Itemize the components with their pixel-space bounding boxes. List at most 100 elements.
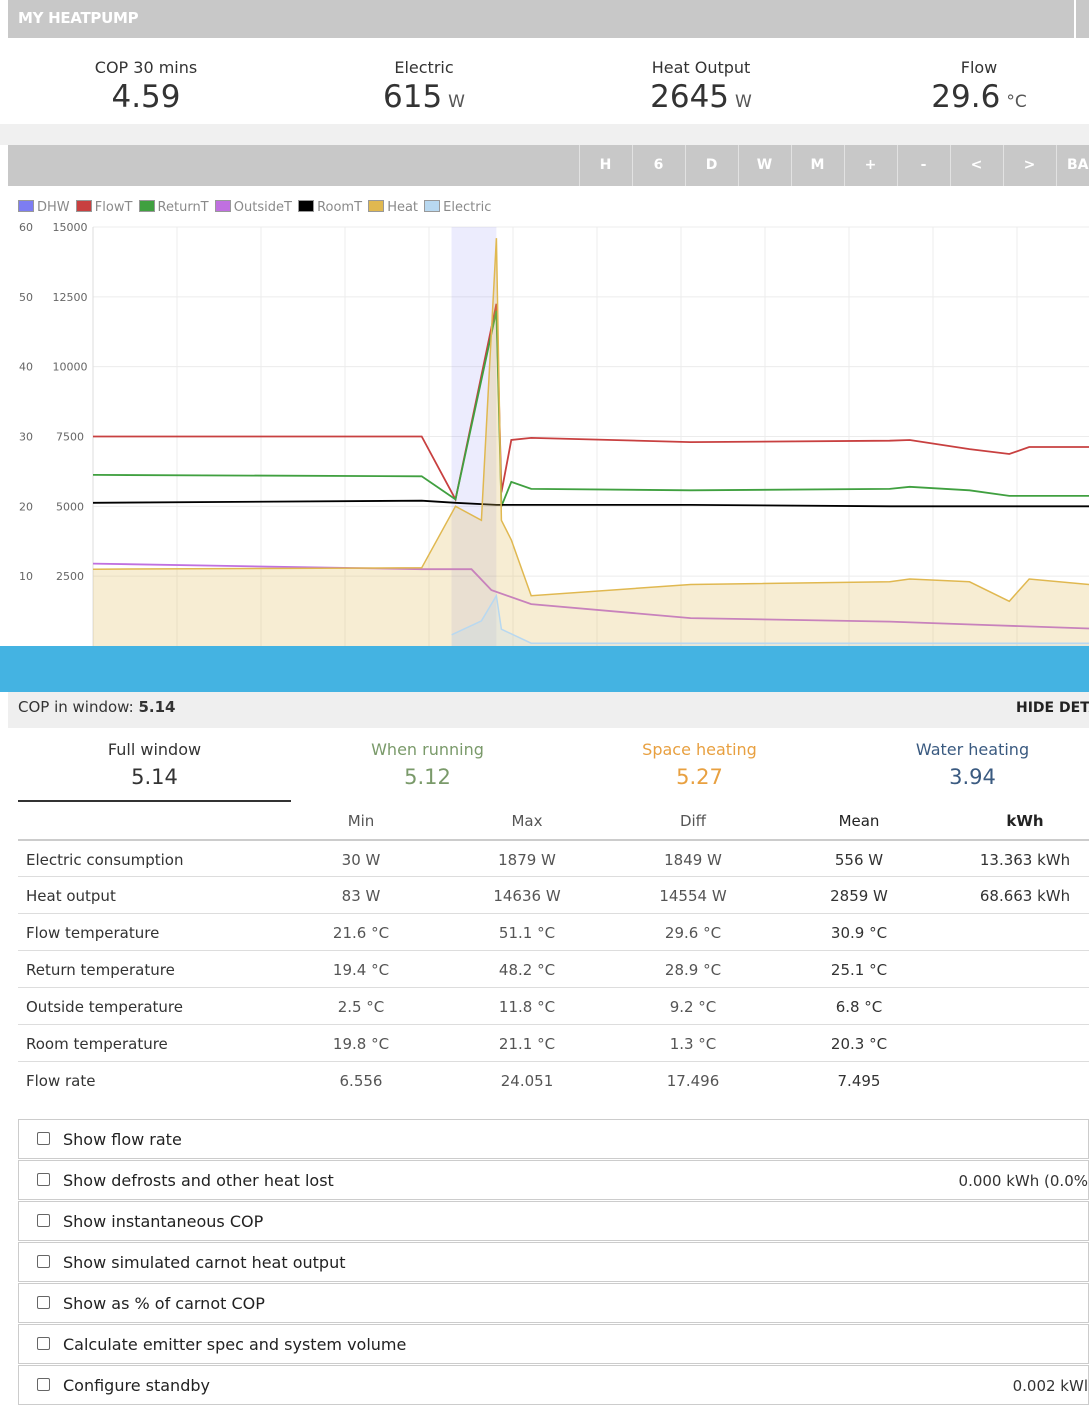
option-value: 0.002 kWl: [1012, 1377, 1088, 1395]
tab-water-heating[interactable]: Water heating 3.94: [836, 728, 1089, 789]
table-cell: 83 W: [341, 887, 381, 905]
option-label[interactable]: Show instantaneous COP: [63, 1212, 264, 1231]
table-cell: 6.556: [339, 1072, 383, 1090]
y-right-tick-label: 7500: [56, 431, 84, 444]
option-checkbox[interactable]: [37, 1214, 50, 1227]
legend-dhw[interactable]: DHW: [18, 200, 70, 215]
option-checkbox[interactable]: [37, 1337, 50, 1350]
table-cell: 19.4 °C: [332, 961, 390, 979]
y-left-tick-label: 40: [19, 361, 33, 374]
series-line-flowt: [93, 303, 1089, 503]
tab-label: When running: [371, 740, 484, 759]
y-left-tick-label: 10: [19, 570, 33, 583]
zoom-out-button[interactable]: -: [897, 145, 949, 186]
col-header-kwh: kWh: [1006, 812, 1044, 830]
option-row: Show flow rate: [18, 1119, 1089, 1159]
y-right-tick-label: 10000: [53, 361, 88, 374]
table-cell: 19.8 °C: [332, 1035, 390, 1053]
legend-flowt[interactable]: FlowT: [75, 200, 132, 215]
tab-full-window[interactable]: Full window 5.14: [18, 728, 291, 789]
stat-value: 615: [383, 79, 443, 115]
chart-plot[interactable]: 60 15000 50 12500 40 10000 30 7500 20 5000 10 2500: [8, 186, 1089, 646]
legend-outsidet[interactable]: OutsideT: [214, 200, 292, 215]
option-label[interactable]: Configure standby: [63, 1376, 210, 1395]
legend-swatch: [424, 200, 441, 212]
table-cell: 9.2 °C: [669, 998, 717, 1016]
cop-window-label: COP in window: 5.14: [18, 698, 176, 716]
live-stats: COP 30 mins 4.59 Electric 615 W Heat Outp…: [8, 38, 1089, 124]
zoom-in-button[interactable]: +: [844, 145, 896, 186]
option-checkbox[interactable]: [37, 1255, 50, 1268]
stat-label: Electric: [394, 58, 454, 77]
option-checkbox[interactable]: [37, 1132, 50, 1145]
resize-bar[interactable]: [0, 646, 1089, 692]
table-cell: 28.9 °C: [664, 961, 722, 979]
cop-tabs: Full window 5.14 When running 5.12 Space…: [18, 728, 1089, 802]
tab-value: 3.94: [949, 765, 996, 789]
legend-returnt[interactable]: ReturnT: [138, 200, 209, 215]
table-cell: 7.495: [837, 1072, 881, 1090]
option-label[interactable]: Show defrosts and other heat lost: [63, 1171, 334, 1190]
table-row: Return temperature 19.4 °C 48.2 °C 28.9 °C 2…: [18, 950, 1089, 988]
row-name: Heat output: [26, 887, 116, 905]
back-button[interactable]: BAC: [1056, 145, 1089, 186]
stat-label: Heat Output: [651, 58, 751, 77]
legend-heat[interactable]: Heat: [368, 200, 418, 215]
tab-space-heating[interactable]: Space heating 5.27: [563, 728, 836, 789]
month-button[interactable]: M: [791, 145, 843, 186]
table-cell: 1.3 °C: [669, 1035, 717, 1053]
pan-left-button[interactable]: <: [950, 145, 1002, 186]
legend-swatch: [298, 200, 315, 212]
option-label[interactable]: Show flow rate: [63, 1130, 182, 1149]
legend-electric[interactable]: Electric: [424, 200, 491, 215]
table-row: Room temperature 19.8 °C 21.1 °C 1.3 °C 20.3…: [18, 1024, 1089, 1062]
col-header-diff: Diff: [679, 812, 707, 830]
table-cell: 2859 W: [830, 887, 888, 905]
option-checkbox[interactable]: [37, 1378, 50, 1391]
table-row: Electric consumption 30 W 1879 W 1849 W 556 …: [18, 839, 1089, 878]
option-row: Calculate emitter spec and system volume: [18, 1324, 1089, 1364]
option-checkbox[interactable]: [37, 1296, 50, 1309]
option-label[interactable]: Show as % of carnot COP: [63, 1294, 265, 1313]
stat-value: 2645: [650, 79, 730, 115]
pan-right-button[interactable]: >: [1003, 145, 1055, 186]
header-edge: [1076, 0, 1089, 38]
series-area-electric: [451, 595, 1089, 646]
y-right-tick-label: 2500: [56, 570, 84, 583]
heatpump-chart[interactable]: DHW FlowT ReturnT OutsideT RoomT Heat El…: [8, 186, 1089, 646]
row-name: Outside temperature: [26, 998, 183, 1016]
option-label[interactable]: Show simulated carnot heat output: [63, 1253, 346, 1272]
table-row: Outside temperature 2.5 °C 11.8 °C 9.2 °C 6.…: [18, 987, 1089, 1025]
legend-roomt[interactable]: RoomT: [298, 200, 362, 215]
series-area-heat: [93, 238, 1089, 646]
option-label[interactable]: Calculate emitter spec and system volume: [63, 1335, 407, 1354]
six-hours-button[interactable]: 6: [632, 145, 684, 186]
series-line-electric: [451, 593, 1089, 644]
hour-button[interactable]: H: [579, 145, 631, 186]
week-button[interactable]: W: [738, 145, 790, 186]
table-cell: 48.2 °C: [498, 961, 556, 979]
y-left-tick-label: 30: [19, 431, 33, 444]
stat-cop: COP 30 mins 4.59: [66, 58, 226, 115]
table-cell: 17.496: [666, 1072, 720, 1090]
tab-value: 5.27: [676, 765, 723, 789]
table-cell: 51.1 °C: [498, 924, 556, 942]
app-header: MY HEATPUMP: [8, 0, 1074, 38]
table-cell: 20.3 °C: [830, 1035, 888, 1053]
tab-value: 5.14: [131, 765, 178, 789]
chart-legend: DHW FlowT ReturnT OutsideT RoomT Heat El…: [18, 200, 493, 215]
table-cell: 21.1 °C: [498, 1035, 556, 1053]
stat-label: COP 30 mins: [94, 58, 198, 77]
row-name: Flow temperature: [26, 924, 160, 942]
legend-swatch: [75, 200, 92, 212]
tab-label: Water heating: [915, 740, 1030, 759]
option-checkbox[interactable]: [37, 1173, 50, 1186]
hide-details-button[interactable]: HIDE DETA: [1016, 700, 1089, 716]
tab-when-running[interactable]: When running 5.12: [291, 728, 564, 789]
option-row: Show defrosts and other heat lost 0.000 k…: [18, 1160, 1089, 1200]
legend-swatch: [138, 200, 155, 212]
cop-window-value: 5.14: [138, 698, 176, 716]
day-button[interactable]: D: [685, 145, 737, 186]
stat-unit: °C: [1006, 92, 1027, 112]
row-name: Room temperature: [26, 1035, 168, 1053]
